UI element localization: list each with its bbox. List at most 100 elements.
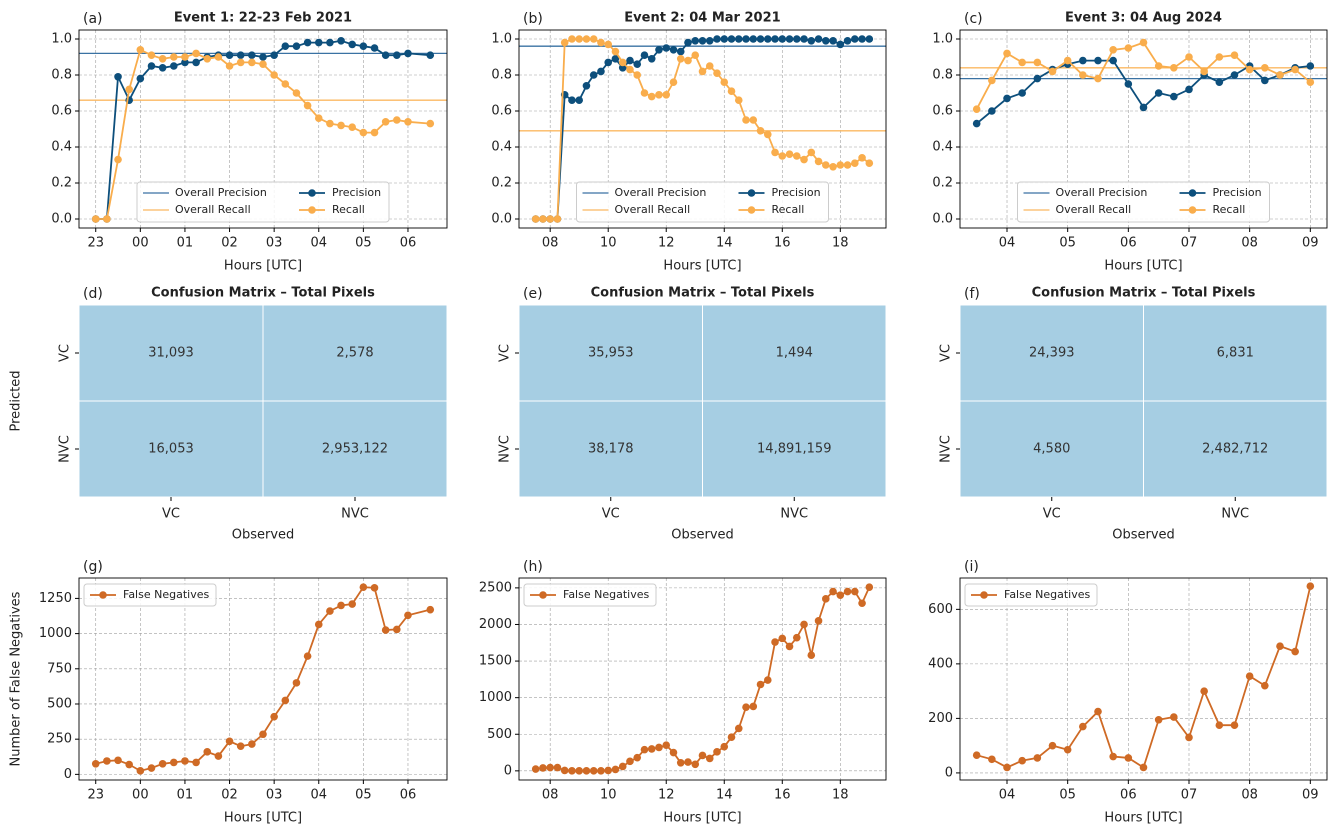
x-tick-label: 06 xyxy=(400,788,417,803)
panel-title: Event 2: 04 Mar 2021 xyxy=(624,11,780,26)
data-point xyxy=(633,60,642,68)
data-point xyxy=(972,751,981,759)
data-point xyxy=(370,44,379,52)
data-point xyxy=(203,55,212,63)
cell-label: 35,953 xyxy=(588,346,634,361)
x-tick-label: 08 xyxy=(1241,236,1258,251)
data-point xyxy=(270,712,278,721)
data-point xyxy=(91,215,100,223)
x-tick-label: 02 xyxy=(221,788,238,803)
data-point xyxy=(618,762,627,771)
data-point xyxy=(633,71,642,79)
legend-box xyxy=(83,583,217,607)
data-point xyxy=(763,35,772,43)
data-point xyxy=(807,37,816,45)
data-point xyxy=(604,40,613,49)
data-point xyxy=(727,87,736,95)
data-point xyxy=(1291,65,1299,74)
data-point xyxy=(158,760,167,768)
data-point xyxy=(181,53,189,61)
data-point xyxy=(1154,715,1163,724)
legend-marker xyxy=(308,206,316,214)
legend-label: False Negatives xyxy=(563,588,649,601)
y-tick-label: 0.0 xyxy=(51,212,72,227)
data-point xyxy=(1200,687,1208,695)
data-point xyxy=(676,759,685,767)
data-point xyxy=(1003,763,1011,772)
data-point xyxy=(1185,85,1193,94)
legend-marker xyxy=(747,206,756,214)
data-point xyxy=(800,155,808,164)
data-point xyxy=(147,62,156,70)
data-point xyxy=(404,49,412,58)
data-point xyxy=(136,767,145,775)
data-point xyxy=(1306,62,1315,70)
y-tick-label: 2500 xyxy=(479,580,512,595)
x-tick-label: 09 xyxy=(1302,236,1319,251)
y-tick-label: 0.8 xyxy=(491,68,512,83)
data-point xyxy=(604,58,613,67)
data-point xyxy=(1261,76,1269,85)
x-tick-label: 06 xyxy=(1120,788,1137,803)
data-point xyxy=(611,55,620,63)
data-point xyxy=(359,128,368,137)
data-point xyxy=(225,62,234,70)
data-point xyxy=(749,702,758,711)
data-point xyxy=(1306,582,1315,590)
cell-label: 2,953,122 xyxy=(322,442,388,457)
cell-label: 2,578 xyxy=(336,346,373,361)
data-point xyxy=(626,65,634,74)
legend-label: False Negatives xyxy=(1004,588,1090,601)
legend-label: False Negatives xyxy=(123,588,209,601)
data-point xyxy=(393,116,401,124)
y-tick-label: 1.0 xyxy=(51,32,72,47)
data-point xyxy=(203,748,212,756)
data-point xyxy=(843,161,852,169)
data-point xyxy=(575,767,583,775)
data-point xyxy=(1018,756,1026,765)
data-point xyxy=(851,159,859,167)
data-point xyxy=(125,85,133,94)
data-point xyxy=(662,91,671,99)
data-point xyxy=(337,37,345,45)
data-point xyxy=(259,53,267,61)
data-point xyxy=(426,605,435,614)
data-point xyxy=(314,38,323,47)
series-line xyxy=(976,585,1312,769)
data-point xyxy=(604,766,613,775)
x-tick-label: 05 xyxy=(355,788,372,803)
data-point xyxy=(1245,672,1254,680)
y-tick-label: 0.6 xyxy=(51,104,72,119)
data-point xyxy=(785,35,794,43)
panel-label: (b) xyxy=(523,11,543,27)
data-point xyxy=(691,760,700,769)
data-point xyxy=(756,127,765,135)
x-tick-label: 04 xyxy=(999,788,1016,803)
data-point xyxy=(225,51,234,59)
x-tick-label: 09 xyxy=(1302,788,1319,803)
data-point xyxy=(248,740,256,748)
data-point xyxy=(314,114,323,122)
data-point xyxy=(691,37,700,45)
panel-label: (f) xyxy=(964,286,980,302)
data-point xyxy=(865,35,874,43)
data-point xyxy=(169,758,178,767)
data-point xyxy=(114,756,122,765)
legend-label: Recall xyxy=(772,203,805,216)
cell-label: 24,393 xyxy=(1029,346,1075,361)
legend-marker xyxy=(980,591,988,599)
data-point xyxy=(771,148,779,157)
y-tick-label: 0 xyxy=(504,763,512,778)
legend-marker xyxy=(1188,206,1197,214)
data-point xyxy=(270,51,278,59)
x-tick-label: 06 xyxy=(1120,236,1137,251)
data-point xyxy=(181,58,189,67)
data-point xyxy=(546,215,554,223)
data-point xyxy=(778,35,787,43)
plot-frame xyxy=(78,577,448,781)
legend-box xyxy=(523,583,657,607)
data-point xyxy=(582,82,591,90)
y-tick-label: VC xyxy=(939,344,954,362)
x-axis-label: Hours [UTC] xyxy=(1104,259,1182,274)
data-point xyxy=(589,767,598,775)
